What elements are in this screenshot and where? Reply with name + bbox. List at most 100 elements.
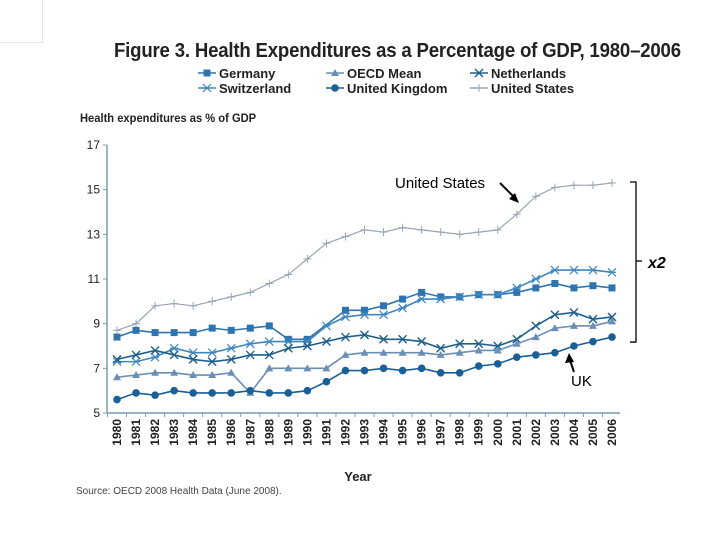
data-point [608, 333, 616, 341]
data-point [131, 350, 141, 360]
data-point [512, 210, 521, 219]
data-point [570, 342, 578, 350]
data-point [170, 368, 179, 376]
data-point [361, 306, 368, 314]
data-point [189, 329, 197, 337]
data-point [341, 350, 350, 358]
legend-marker [331, 84, 339, 92]
data-point [513, 353, 521, 361]
data-point [550, 265, 560, 275]
data-point [398, 223, 407, 232]
data-point [380, 302, 388, 310]
data-point [322, 364, 331, 372]
data-point [436, 350, 445, 358]
data-point [322, 239, 331, 248]
data-point [360, 366, 369, 375]
y-tick-label: 15 [87, 183, 101, 197]
y-tick-label: 9 [93, 317, 100, 331]
data-point [246, 324, 254, 332]
x-tick-label: 1988 [262, 419, 276, 446]
data-point [550, 324, 559, 332]
data-point [284, 335, 292, 343]
data-point [283, 337, 293, 346]
data-point [189, 301, 198, 310]
data-point [246, 288, 255, 297]
x-tick-label: 1993 [358, 419, 372, 446]
data-point [550, 183, 559, 192]
legend: Germany OECD Mean Netherlands Switzerland Un… [198, 66, 574, 96]
legend-marker [474, 68, 484, 78]
data-point [531, 333, 540, 341]
series-united-states [113, 178, 616, 335]
series-germany [113, 279, 616, 343]
data-point [227, 326, 235, 334]
data-point [321, 337, 331, 347]
data-point [379, 364, 388, 373]
series-line [117, 269, 613, 363]
data-point [569, 181, 578, 190]
source-note: Source: OECD 2008 Health Data (June 2008… [76, 486, 282, 497]
data-point [608, 178, 616, 187]
data-point [360, 348, 369, 356]
data-point [227, 368, 236, 376]
x-tick-label: 1996 [415, 419, 429, 446]
data-point [208, 297, 217, 306]
bracket [630, 181, 637, 343]
data-point [322, 377, 331, 386]
legend-label: Switzerland [219, 81, 291, 96]
data-point [245, 350, 255, 360]
data-point [550, 310, 560, 320]
data-point [245, 339, 255, 349]
data-point [151, 301, 160, 310]
data-point [340, 332, 350, 342]
data-point [398, 334, 408, 344]
x-tick-label: 2005 [586, 419, 600, 446]
data-point [608, 317, 616, 325]
data-point [150, 345, 160, 355]
data-point [284, 364, 293, 372]
data-point [169, 343, 179, 353]
x-tick-label: 2004 [567, 419, 581, 446]
x-tick-label: 1992 [338, 419, 352, 446]
data-point [360, 310, 369, 320]
y-axis-label: Health expenditures as % of GDP [80, 111, 257, 125]
y-tick-label: 17 [87, 138, 101, 152]
data-point [283, 343, 293, 353]
x-tick-label: 2000 [491, 419, 505, 446]
data-point [303, 386, 312, 395]
data-point [207, 357, 217, 367]
data-point [398, 348, 407, 356]
data-point [474, 346, 483, 354]
data-point [227, 292, 236, 301]
data-point [284, 389, 293, 397]
data-point [169, 350, 179, 360]
arrow-head-icon [509, 193, 519, 203]
x-tick-label: 1998 [453, 419, 467, 446]
data-point [493, 225, 502, 234]
legend-label: United States [491, 81, 574, 96]
data-point [589, 282, 597, 290]
axes: 5 7 9 11 13 15 17 1980 1981 1982 1983 1984 1985 1986 1… [87, 138, 620, 484]
data-point [532, 351, 540, 359]
data-point [512, 283, 522, 293]
x-tick-label: 1990 [300, 419, 314, 446]
data-point [589, 337, 597, 346]
data-point [265, 364, 274, 372]
data-point [131, 357, 141, 367]
data-point [303, 364, 312, 372]
annotation-x2: x2 [647, 255, 666, 272]
legend-marker [202, 83, 212, 93]
data-point [455, 292, 465, 302]
data-point [512, 334, 522, 344]
x-tick-label: 1981 [129, 419, 143, 446]
data-point [226, 343, 236, 353]
data-point [436, 228, 445, 237]
legend-item: United States [470, 81, 574, 96]
legend-marker [475, 84, 483, 92]
data-point [264, 350, 274, 360]
x-tick-label: 2002 [529, 419, 543, 446]
data-point [265, 279, 274, 288]
data-point [170, 386, 178, 395]
data-point [341, 306, 349, 314]
